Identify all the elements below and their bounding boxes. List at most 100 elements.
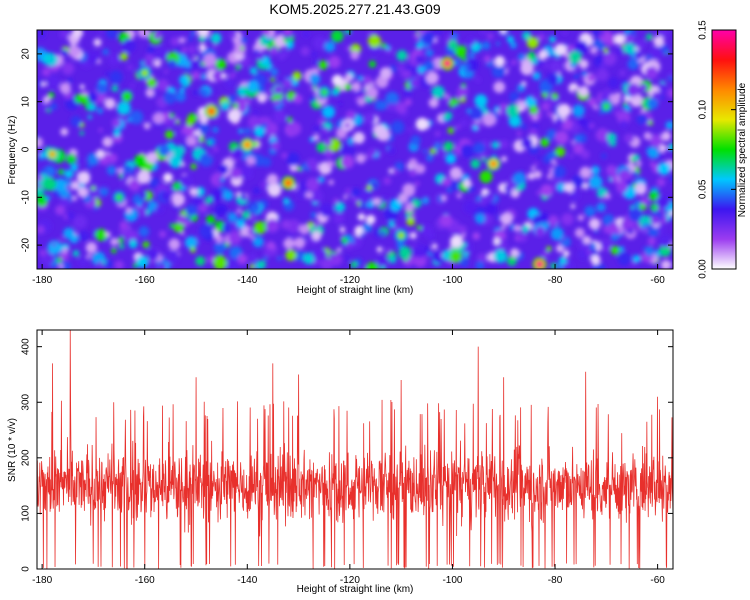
heatmap-cell (37, 225, 45, 234)
heatmap-cell (588, 175, 603, 189)
heatmap-cell (533, 162, 538, 167)
heatmap-cell (163, 91, 177, 105)
heatmap-hotspot (490, 161, 496, 167)
heatmap-cell (214, 203, 228, 217)
snr-frame (36, 329, 674, 570)
heatmap-cell (59, 30, 69, 39)
colorbar-bar (711, 29, 737, 270)
heatmap-cell (118, 243, 125, 250)
heatmap-cell (126, 117, 132, 123)
heatmap-cell (539, 212, 550, 223)
heatmap-cell (172, 145, 185, 158)
chart-title: KOM5.2025.277.21.43.G09 (269, 1, 440, 17)
heatmap-cell (303, 252, 315, 265)
heatmap-cell (205, 196, 213, 204)
heatmap-cell (554, 43, 567, 56)
heatmap-cell (212, 70, 225, 82)
heatmap-cell (480, 30, 487, 35)
heatmap-cell (632, 255, 641, 263)
heatmap-cell (270, 68, 278, 76)
heatmap-cell (175, 129, 182, 136)
heatmap-cell (546, 246, 552, 252)
heatmap-cell (138, 226, 150, 237)
heatmap-cell (394, 161, 405, 172)
heatmap-cell (554, 146, 566, 158)
heatmap-cell (658, 234, 672, 248)
heatmap-cell (164, 202, 169, 207)
heatmap-cell (67, 78, 73, 84)
heatmap-cell (667, 88, 673, 99)
heatmap-cell (639, 83, 648, 92)
heatmap-cell (140, 60, 145, 66)
heatmap-cell (546, 173, 553, 180)
heatmap-cell (58, 263, 64, 269)
heatmap-cell (191, 197, 201, 208)
heatmap-cell (262, 116, 272, 126)
heatmap-cell (174, 47, 180, 54)
heatmap-cell (649, 161, 655, 167)
heatmap-cell (69, 234, 79, 244)
heatmap-cell (466, 36, 476, 46)
heatmap-cell (541, 251, 549, 258)
heatmap-cell (153, 31, 162, 40)
x-tick-label: -180 (32, 575, 52, 586)
heatmap-cell (530, 166, 536, 171)
heatmap-cell (574, 227, 585, 238)
heatmap-cell (296, 166, 302, 172)
heatmap-cell (387, 103, 397, 112)
heatmap-cell (542, 62, 550, 69)
heatmap-cell (87, 115, 92, 120)
heatmap-cell (423, 246, 431, 254)
heatmap-cell (355, 153, 366, 164)
heatmap-cell (551, 92, 559, 100)
heatmap-cell (563, 250, 570, 257)
heatmap-cell (104, 98, 116, 110)
heatmap-cell (399, 246, 412, 259)
heatmap-cell (86, 253, 92, 259)
heatmap-cell (72, 250, 80, 257)
heatmap-cell (60, 252, 69, 261)
snr-y-axis-label: SNR (10 * v/v) (7, 418, 18, 482)
y-tick-label: 100 (21, 505, 32, 522)
heatmap-cell (472, 232, 481, 240)
heatmap-cell (619, 246, 625, 252)
heatmap-cell (508, 114, 522, 128)
heatmap-cell (669, 175, 673, 182)
heatmap-cell (207, 152, 213, 157)
heatmap-hotspot (244, 142, 250, 148)
heatmap-cell (583, 235, 591, 244)
heatmap-cell (177, 214, 187, 225)
heatmap-cell (611, 233, 619, 242)
heatmap-cell (187, 36, 194, 42)
heatmap-cell (265, 89, 274, 99)
heatmap-cell (146, 89, 154, 97)
heatmap-cell (512, 172, 526, 185)
heatmap-cell (108, 54, 120, 66)
heatmap-cell (41, 81, 47, 87)
snr-y-ticks: 0 100 200 300 400 (21, 338, 673, 572)
heatmap-cell (520, 61, 534, 76)
heatmap-cell (330, 30, 344, 43)
heatmap-cell (567, 44, 575, 52)
heatmap-cell (147, 249, 159, 261)
heatmap-cell (117, 167, 124, 174)
heatmap-cell (629, 93, 644, 107)
heatmap-cell (232, 36, 241, 45)
heatmap-cell (406, 217, 415, 226)
heatmap-cell (313, 36, 327, 50)
heatmap-cell (402, 183, 416, 197)
heatmap-cell (365, 262, 379, 269)
heatmap-cell (656, 194, 670, 209)
heatmap-cell (215, 58, 227, 70)
heatmap-cell (443, 141, 454, 152)
heatmap-cell (228, 94, 237, 103)
heatmap-cell (588, 218, 601, 230)
heatmap-cell (199, 137, 205, 143)
heatmap-cell (255, 52, 265, 61)
heatmap-cell (175, 120, 180, 125)
heatmap-cell (105, 231, 111, 237)
heatmap-cell (58, 168, 65, 176)
heatmap-cell (590, 46, 598, 55)
